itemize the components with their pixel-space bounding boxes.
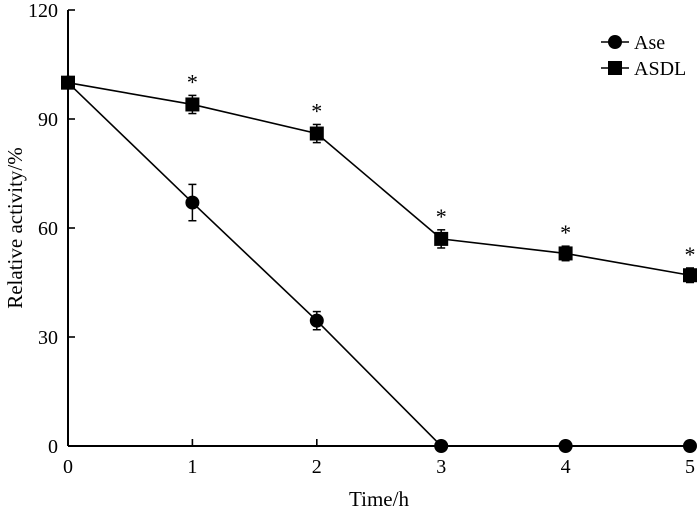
- axes: [67, 10, 690, 447]
- x-tick-label: 0: [63, 456, 73, 478]
- significance-marker: *: [685, 242, 696, 267]
- x-tick-label: 3: [436, 456, 446, 478]
- y-tick-label: 30: [38, 327, 58, 349]
- legend-marker-ase: [608, 35, 622, 49]
- significance-marker: *: [560, 220, 571, 245]
- data-point-ase: [185, 195, 200, 210]
- series-layer: * * * * *: [61, 69, 697, 453]
- data-point-ase: [683, 439, 697, 453]
- data-point-asdl: [309, 126, 324, 141]
- data-point-asdl: [185, 97, 200, 112]
- x-tick-label: 5: [685, 456, 695, 478]
- series-ase: [61, 75, 697, 453]
- significance-marker: *: [436, 204, 447, 229]
- data-point-asdl: [683, 268, 697, 283]
- ticks: 0 30 60 90 120 0 1 2 3 4 5: [28, 0, 695, 478]
- data-point-asdl: [61, 75, 75, 90]
- y-tick-label: 90: [38, 109, 58, 131]
- data-point-ase: [309, 313, 324, 328]
- y-tick-label: 0: [48, 436, 58, 458]
- significance-marker: *: [311, 98, 322, 123]
- data-point-ase: [558, 439, 573, 453]
- series-asdl: * * * * *: [61, 69, 697, 284]
- x-axis-title: Time/h: [349, 487, 409, 511]
- y-tick-label: 60: [38, 218, 58, 240]
- legend-marker-asdl: [608, 61, 622, 75]
- y-tick-label: 120: [28, 0, 58, 22]
- x-tick-label: 4: [561, 456, 571, 478]
- significance-marker: *: [187, 69, 198, 94]
- x-tick-label: 2: [312, 456, 322, 478]
- series-line-asdl: [67, 81, 691, 277]
- x-tick-label: 1: [187, 456, 197, 478]
- legend-label-asdl: ASDL: [634, 58, 686, 80]
- y-axis-title: Relative activity/%: [3, 147, 27, 309]
- series-line-ase: [67, 82, 690, 447]
- legend: Ase ASDL: [601, 32, 686, 80]
- data-point-ase: [434, 439, 449, 453]
- data-point-asdl: [558, 246, 573, 261]
- data-point-asdl: [434, 231, 449, 246]
- legend-label-ase: Ase: [634, 32, 665, 54]
